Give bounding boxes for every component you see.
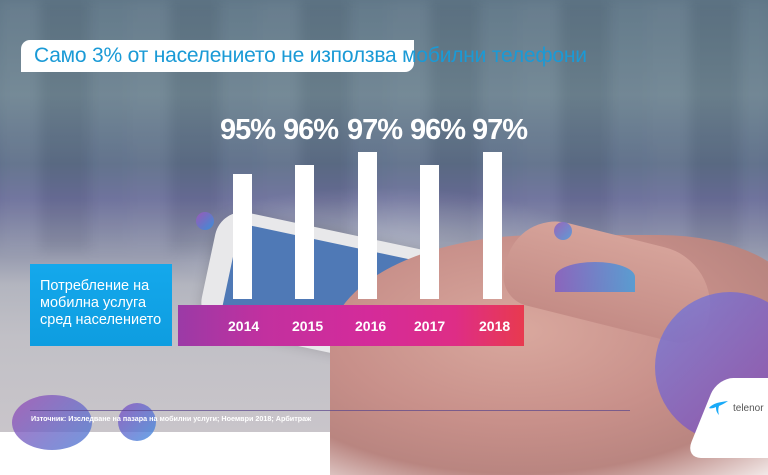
- decorative-bubble: [554, 222, 572, 240]
- title-banner: Само 3% от населението не използва мобил…: [21, 40, 587, 72]
- source-note: Източник: Изследване на пазара на мобилн…: [31, 414, 312, 423]
- value-label-2016: 97%: [347, 114, 403, 146]
- value-label-2015: 96%: [283, 114, 339, 146]
- decorative-bubble: [555, 262, 635, 292]
- x-tick-2018: 2018: [479, 318, 511, 334]
- bar-2018: [483, 152, 502, 299]
- value-label-2017: 96%: [410, 114, 466, 146]
- x-tick-2014: 2014: [228, 318, 260, 334]
- source-divider: [30, 410, 630, 411]
- telenor-logo: telenor: [708, 400, 764, 416]
- x-tick-2017: 2017: [414, 318, 446, 334]
- brand-name: telenor: [733, 402, 764, 414]
- metric-label-line1: Потребление на: [40, 278, 150, 294]
- value-label-2014: 95%: [220, 114, 276, 146]
- bar-2015: [295, 165, 314, 299]
- bar-2016: [358, 152, 377, 299]
- year-axis-band: [178, 305, 524, 346]
- metric-label-line2: мобилна услуга: [40, 295, 147, 311]
- x-tick-2015: 2015: [292, 318, 324, 334]
- bar-2017: [420, 165, 439, 299]
- telenor-propeller-icon: [709, 401, 728, 415]
- x-tick-2016: 2016: [355, 318, 387, 334]
- decorative-bubble: [196, 212, 214, 230]
- page-title: Само 3% от населението не използва мобил…: [34, 44, 587, 67]
- metric-label-box: Потребление на мобилна услуга сред насел…: [30, 264, 172, 346]
- bar-2014: [233, 174, 252, 299]
- metric-label-line3: сред населението: [40, 312, 162, 328]
- value-label-2018: 97%: [472, 114, 528, 146]
